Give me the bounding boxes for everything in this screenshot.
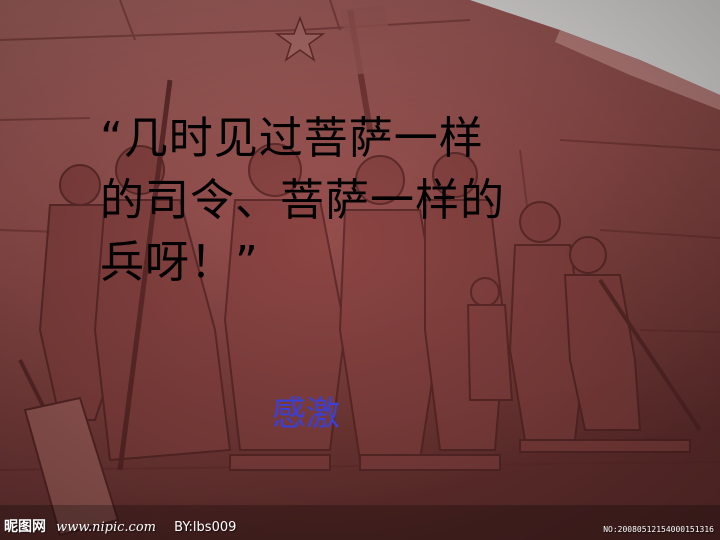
watermark-author: BY:lbs009: [174, 520, 237, 535]
watermark-image-number: NO:20080512154000151316: [603, 525, 714, 534]
watermark-site: www.nipic.com: [56, 520, 156, 535]
quote-line: “几时见过菩萨一样: [100, 113, 484, 164]
quote-line: 的司令、菩萨一样的: [100, 175, 505, 226]
watermark-left: 昵图网 www.nipic.com BY:lbs009: [4, 516, 236, 536]
emphasis-word: 感激: [272, 394, 340, 434]
watermark-brand: 昵图网: [4, 519, 46, 535]
quote-text: “几时见过菩萨一样 的司令、菩萨一样的 兵呀！”: [100, 108, 660, 294]
quote-line: 兵呀！”: [100, 237, 259, 288]
